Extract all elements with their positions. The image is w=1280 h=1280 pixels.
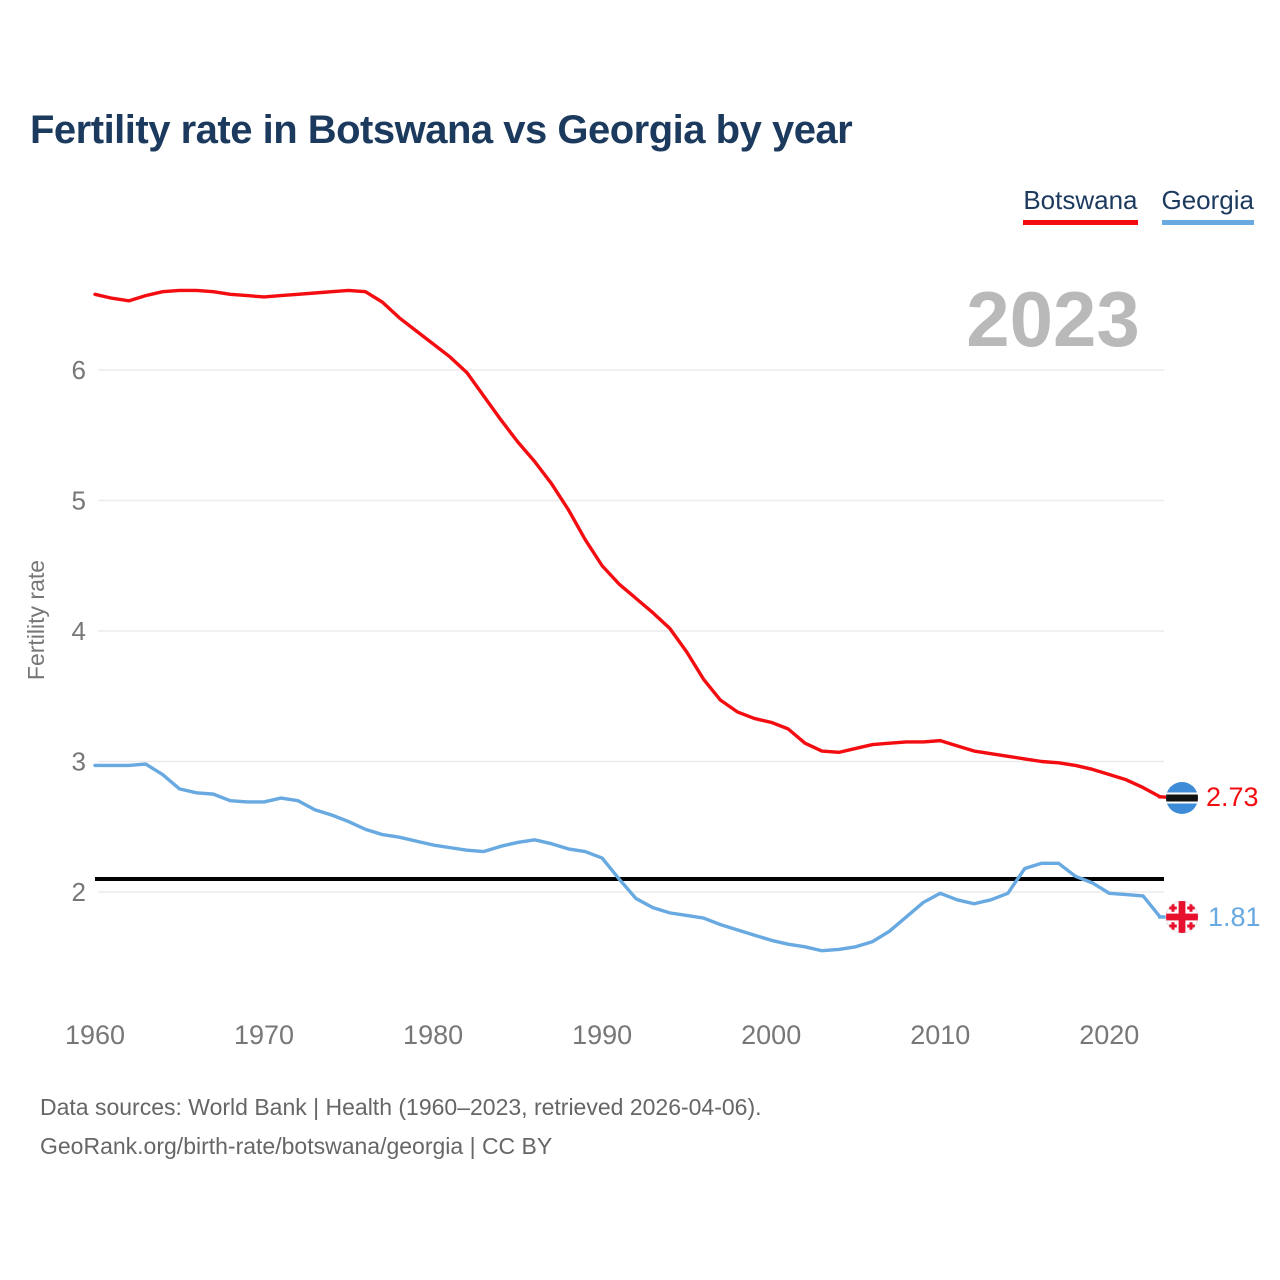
botswana-end-value-label: 2.73 bbox=[1206, 782, 1259, 812]
botswana-flag-icon bbox=[1166, 782, 1198, 814]
legend: Botswana Georgia bbox=[1023, 185, 1254, 225]
y-axis-title: Fertility rate bbox=[23, 560, 49, 680]
gridlines: 6 5 4 3 2 bbox=[72, 355, 1164, 907]
georgia-flag-icon bbox=[1165, 900, 1199, 934]
legend-item-georgia[interactable]: Georgia bbox=[1161, 185, 1254, 225]
georgia-end-value-label: 1.81 bbox=[1208, 902, 1261, 932]
georgia-series-line bbox=[93, 762, 1162, 953]
x-tick-label-1990: 1990 bbox=[572, 1020, 632, 1050]
y-tick-label-6: 6 bbox=[72, 355, 86, 385]
x-tick-label-1980: 1980 bbox=[403, 1020, 463, 1050]
y-tick-label-3: 3 bbox=[72, 747, 86, 777]
year-watermark: 2023 bbox=[966, 275, 1140, 363]
x-tick-label-2000: 2000 bbox=[741, 1020, 801, 1050]
footer-attribution: GeoRank.org/birth-rate/botswana/georgia … bbox=[40, 1133, 553, 1159]
x-tick-label-2010: 2010 bbox=[910, 1020, 970, 1050]
y-tick-label-2: 2 bbox=[72, 877, 86, 907]
botswana-end-connector bbox=[1157, 795, 1168, 799]
botswana-series-line bbox=[93, 288, 1162, 799]
x-tick-label-1970: 1970 bbox=[234, 1020, 294, 1050]
legend-item-botswana[interactable]: Botswana bbox=[1023, 185, 1138, 225]
x-tick-label-1960: 1960 bbox=[65, 1020, 125, 1050]
y-tick-label-5: 5 bbox=[72, 486, 86, 516]
footer: Data sources: World Bank | Health (1960–… bbox=[40, 1088, 762, 1166]
y-tick-label-4: 4 bbox=[72, 616, 86, 646]
footer-data-sources: Data sources: World Bank | Health (1960–… bbox=[40, 1094, 762, 1120]
x-axis-tick-labels: 1960 1970 1980 1990 2000 2010 2020 bbox=[65, 1020, 1139, 1050]
x-tick-label-2020: 2020 bbox=[1079, 1020, 1139, 1050]
page-title: Fertility rate in Botswana vs Georgia by… bbox=[30, 108, 853, 152]
